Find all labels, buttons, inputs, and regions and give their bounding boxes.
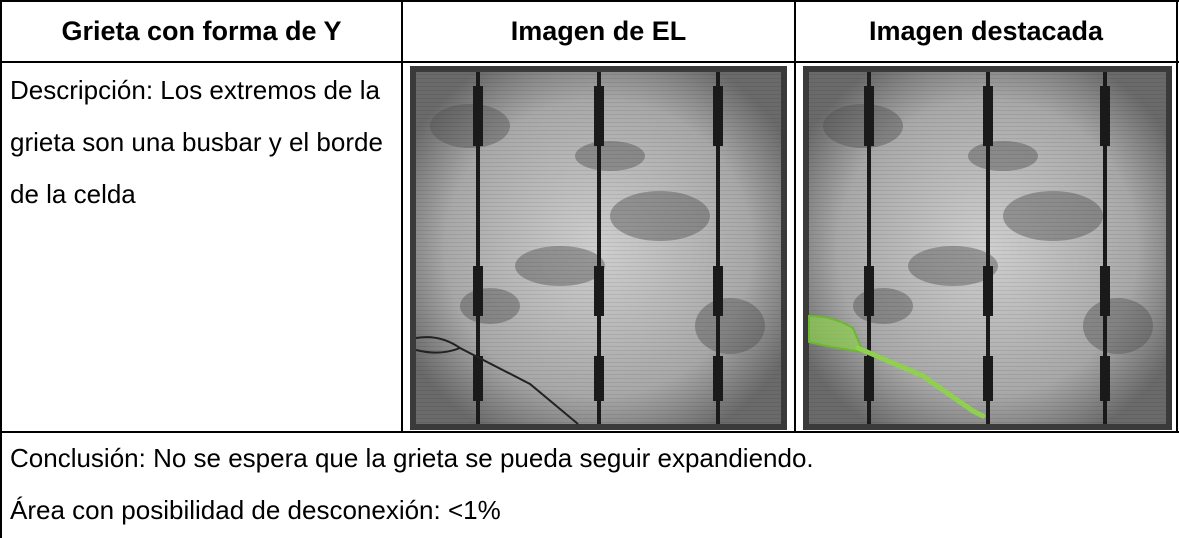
description: Descripción: Los extremos de la grieta s… — [10, 75, 383, 209]
border — [0, 431, 1179, 433]
area: Área con posibilidad de desconexión: <1% — [10, 495, 501, 525]
el-image — [410, 66, 787, 430]
border — [401, 0, 403, 432]
column-header: Imagen destacada — [868, 15, 1104, 46]
highlighted-image — [803, 66, 1172, 430]
column-header: Imagen de EL — [510, 15, 687, 46]
border — [0, 0, 1179, 2]
border — [1176, 0, 1178, 432]
border — [0, 0, 2, 538]
conclusion: Conclusión: No se espera que la grieta s… — [10, 443, 814, 473]
column-header: Grieta con forma de Y — [61, 15, 342, 46]
border — [794, 0, 796, 432]
border — [0, 61, 1179, 63]
